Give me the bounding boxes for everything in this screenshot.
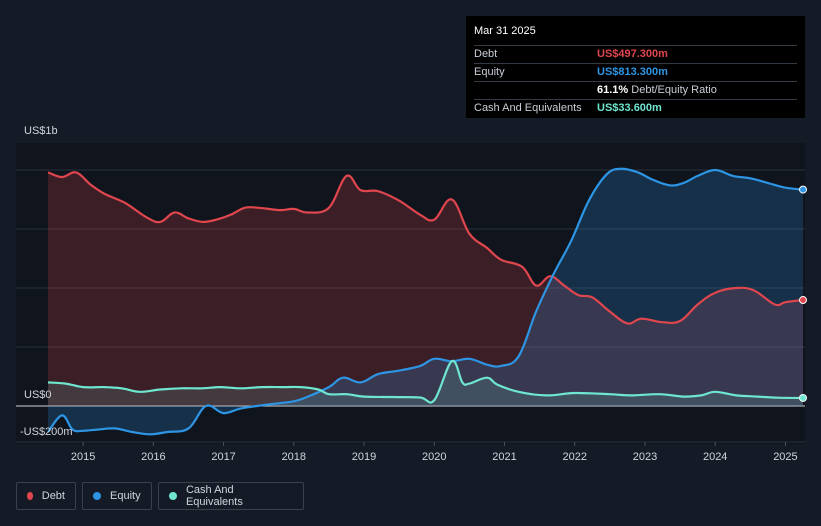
cash-and-equivalents-endpoint	[799, 393, 807, 402]
equity-endpoint	[799, 185, 807, 194]
x-tick-label: 2021	[492, 451, 516, 463]
legend-dot-debt	[27, 492, 33, 500]
legend-item-cash[interactable]: Cash And Equivalents	[158, 482, 304, 510]
tooltip-row-equity: Equity US$813.300m	[474, 63, 797, 81]
x-tick-label: 2024	[703, 451, 727, 463]
tooltip-label-cash: Cash And Equivalents	[474, 102, 582, 114]
legend-item-equity[interactable]: Equity	[82, 482, 152, 510]
legend-dot-cash	[169, 492, 177, 500]
x-tick-label: 2015	[71, 451, 95, 463]
x-tick-label: 2018	[282, 451, 306, 463]
x-tick-label: 2016	[141, 451, 165, 463]
tooltip-value-cash: US$33.600m	[597, 102, 662, 114]
tooltip-row-debt: Debt US$497.300m	[474, 45, 797, 63]
x-tick-label: 2022	[563, 451, 587, 463]
equity-area	[48, 168, 803, 435]
debt-endpoint	[799, 296, 807, 305]
series-endpoints	[799, 185, 807, 402]
cash-and-equivalents-line	[47, 359, 804, 404]
x-tick-label: 2020	[422, 451, 446, 463]
x-tick-label: 2025	[773, 451, 797, 463]
y-axis-labels: US$1b US$0 -US$200m	[20, 125, 73, 438]
tooltip-label-debt: Debt	[474, 48, 498, 60]
tooltip-value-debt: US$497.300m	[597, 48, 668, 60]
y-tick-label: US$1b	[24, 125, 58, 137]
legend-dot-equity	[93, 492, 101, 500]
tooltip-label-ratio	[474, 82, 597, 99]
y-tick-label: US$0	[24, 389, 52, 401]
debt-line	[47, 171, 804, 325]
ratio-note: Debt/Equity Ratio	[631, 84, 717, 96]
tooltip-row-ratio: 61.1% Debt/Equity Ratio	[474, 81, 797, 99]
x-tick-label: 2023	[633, 451, 657, 463]
tooltip-value-ratio: 61.1% Debt/Equity Ratio	[597, 82, 717, 99]
legend-label-debt: Debt	[41, 490, 65, 502]
legend-label-cash: Cash And Equivalents	[185, 484, 243, 508]
x-tick-label: 2019	[352, 451, 376, 463]
tooltip-value-equity: US$813.300m	[597, 66, 668, 78]
tooltip-label-equity: Equity	[474, 66, 505, 78]
series-lines	[47, 167, 804, 436]
x-tick-label: 2017	[211, 451, 235, 463]
y-tick-label: -US$200m	[20, 426, 73, 438]
legend-label-equity: Equity	[110, 490, 141, 502]
tooltip-panel: Mar 31 2025 Debt US$497.300m Equity US$8…	[466, 16, 805, 118]
legend-item-debt[interactable]: Debt	[16, 482, 76, 510]
ratio-value: 61.1%	[597, 84, 629, 96]
tooltip-row-cash: Cash And Equivalents US$33.600m	[474, 99, 797, 117]
gridlines	[16, 169, 805, 443]
tooltip-date: Mar 31 2025	[474, 25, 536, 37]
x-axis-labels: 2015 2016 2017 2018 2019 2020 2021 2022 2023 2024…	[71, 442, 798, 463]
equity-line	[47, 167, 804, 436]
plot-background	[16, 143, 805, 444]
debt-area	[48, 172, 803, 406]
